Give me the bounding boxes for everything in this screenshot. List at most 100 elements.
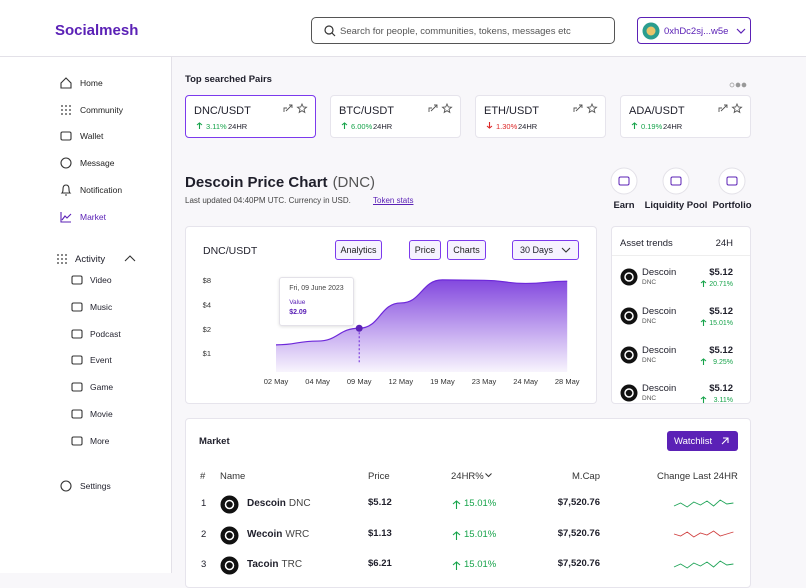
nav-item[interactable]: Podcast — [90, 328, 121, 339]
market-cap: $7,520.76 — [557, 558, 600, 569]
pair-change: 6.00% — [351, 122, 373, 131]
pair-name: ETH/USDT — [484, 105, 539, 117]
arrow-icon — [486, 122, 493, 129]
nav-item[interactable]: Game — [90, 382, 114, 393]
icon-shape — [60, 131, 72, 141]
price: $6.21 — [368, 558, 392, 569]
asset-trends-card: Asset trends 24H Descoin DNC $5.12 20.71% Desc… — [611, 226, 751, 404]
nav-item[interactable]: Movie — [90, 409, 113, 419]
icon-shape — [60, 77, 72, 89]
icon-shape — [57, 258, 59, 260]
arrow-icon — [452, 500, 461, 509]
tooltip: Fri, 09 June 2023 Value $2.09 — [279, 277, 355, 327]
icon-shape — [61, 113, 63, 115]
coin-name[interactable]: Tacoin TRC — [247, 559, 302, 570]
pair-card[interactable]: DNC/USDT 3.11% 24HR — [185, 95, 316, 138]
page: Socialmesh Search for people, communities… — [0, 17, 806, 588]
icon-shape — [71, 302, 83, 312]
nav-item[interactable]: Market — [80, 212, 106, 222]
asset-price: $5.12 — [709, 305, 733, 317]
arrow-shape — [452, 530, 461, 540]
action-icon — [662, 167, 690, 195]
asset-ticker: DNC — [642, 279, 657, 286]
nav-item[interactable]: More — [90, 435, 110, 446]
pair-actions — [283, 102, 308, 114]
arrow-shape — [631, 122, 638, 129]
column-header[interactable]: 24HR% — [451, 471, 484, 482]
icon-shape — [60, 184, 72, 196]
chart-button[interactable]: Price — [409, 240, 441, 260]
token-stats-link[interactable]: Token stats — [373, 196, 414, 205]
icon-shape — [61, 105, 63, 107]
coin-name[interactable]: Wecoin WRC — [247, 529, 309, 540]
sparkline-line — [673, 499, 734, 508]
sparkline — [673, 529, 734, 538]
pager-dot — [729, 82, 735, 88]
external-icon — [721, 437, 729, 445]
arrow-icon — [700, 280, 707, 287]
nav-item[interactable]: Message — [80, 158, 115, 168]
nav-item[interactable]: Settings — [80, 481, 111, 491]
action-label[interactable]: Liquidity Pool — [644, 200, 708, 211]
icon — [71, 436, 83, 446]
share-icon — [283, 104, 293, 112]
pair-name: ADA/USDT — [629, 105, 685, 117]
asset-trends-title: Asset trends — [620, 238, 673, 249]
icon-shape — [65, 105, 67, 107]
asset-change: 9.25% — [713, 358, 733, 366]
asset-change: 3.11% — [713, 397, 733, 404]
coin — [224, 499, 235, 510]
wallet-button[interactable]: 0xhDc2sj...w5e — [637, 17, 751, 44]
watchlist-label: Watchlist — [674, 436, 713, 447]
nav-item[interactable]: Community — [80, 105, 123, 115]
icon-shape — [69, 105, 71, 107]
icon-shape — [331, 32, 336, 37]
chart-button[interactable]: Charts — [447, 240, 486, 260]
pair-period: 24HR — [663, 122, 683, 131]
icon-shape — [69, 113, 71, 115]
icon-shape — [69, 109, 71, 111]
nav-item[interactable]: Event — [90, 355, 112, 366]
arrow-shape — [700, 396, 707, 404]
rank: 1 — [201, 498, 207, 509]
coin-icon — [620, 384, 638, 402]
coin — [620, 384, 638, 402]
pair-card[interactable]: ETH/USDT 1.30% 24HR — [475, 95, 606, 138]
pair-card[interactable]: BTC/USDT 6.00% 24HR — [330, 95, 461, 138]
column-header: Name — [220, 471, 246, 482]
watchlist-button[interactable]: Watchlist — [667, 431, 738, 451]
coin-name[interactable]: Descoin DNC — [247, 498, 311, 509]
coin — [620, 346, 638, 364]
pair-card[interactable]: ADA/USDT 0.19% 24HR — [620, 95, 751, 138]
arrow-shape — [700, 357, 707, 365]
icon-shape — [71, 436, 83, 446]
nav-item[interactable]: Music — [90, 301, 113, 312]
sparkline — [673, 560, 734, 569]
nav-item[interactable]: Wallet — [80, 131, 104, 141]
nav-item[interactable]: Video — [90, 275, 112, 285]
pager-dot — [741, 82, 747, 88]
chart-button[interactable]: Analytics — [335, 240, 382, 260]
chart-heading-title: Descoin Price Chart — [185, 174, 328, 191]
price: $5.12 — [368, 497, 392, 508]
nav-item[interactable]: Notification — [80, 185, 123, 195]
icon-shape — [71, 409, 83, 419]
share-icon — [718, 104, 728, 112]
asset-name: Descoin — [642, 267, 677, 278]
arrow-icon — [341, 122, 348, 129]
search-icon — [324, 25, 336, 37]
icon — [60, 212, 72, 223]
sparkline-line — [673, 560, 734, 569]
chevron — [124, 255, 136, 262]
search-box[interactable]: Search for people, communities, tokens, … — [311, 17, 615, 44]
coin-full-name: Tacoin — [247, 559, 279, 570]
nav-group[interactable]: Activity — [75, 254, 106, 265]
arrow-shape — [341, 122, 348, 129]
arrow-shape — [486, 122, 493, 129]
arrow-shape — [700, 319, 707, 326]
action-label[interactable]: Portfolio — [712, 200, 752, 211]
nav-item[interactable]: Home — [80, 78, 103, 88]
coin-icon — [620, 346, 638, 364]
range-select[interactable]: 30 Days — [512, 240, 579, 260]
action-label[interactable]: Earn — [613, 200, 635, 211]
